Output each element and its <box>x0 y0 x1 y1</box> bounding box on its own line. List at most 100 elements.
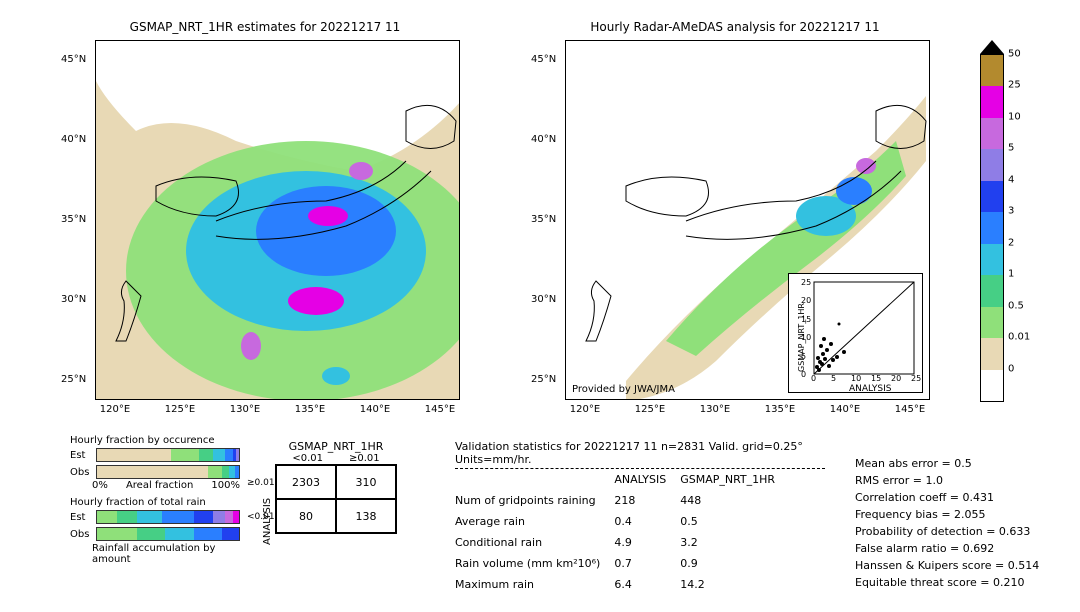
bar-segment <box>137 528 165 540</box>
score-item: Hanssen & Kuipers score = 0.514 <box>855 557 1039 574</box>
val-a: 218 <box>614 490 680 511</box>
val-col-b: GSMAP_NRT_1HR <box>680 469 789 490</box>
areal-label: Areal fraction <box>126 480 193 491</box>
y-tick: 35°N <box>61 214 86 225</box>
bar-segment <box>97 528 137 540</box>
colorbar-arrow <box>980 40 1004 54</box>
bar-segment <box>97 449 171 461</box>
validation-header: Validation statistics for 20221217 11 n=… <box>455 440 825 469</box>
val-col-a: ANALYSIS <box>614 469 680 490</box>
score-item: Equitable threat score = 0.210 <box>855 574 1039 591</box>
occurrence-heading: Hourly fraction by occurence <box>70 435 240 446</box>
bar-segment <box>225 449 234 461</box>
scatter-ytick: 20 <box>801 296 811 305</box>
colorbar-segment <box>981 338 1003 369</box>
obs-label-2: Obs <box>70 529 92 540</box>
colorbar-tick: 0.5 <box>1008 300 1024 311</box>
score-item: Mean abs error = 0.5 <box>855 455 1039 472</box>
est-label-2: Est <box>70 512 92 523</box>
bar-segment <box>162 511 193 523</box>
bar-segment <box>194 528 222 540</box>
y-tick: 45°N <box>61 54 86 65</box>
occurrence-est-bar <box>96 448 240 462</box>
totalrain-est-bar <box>96 510 240 524</box>
colorbar-tick: 2 <box>1008 237 1014 248</box>
cont-col2: ≥0.01 <box>349 453 380 464</box>
validation-table: ANALYSIS GSMAP_NRT_1HR Num of gridpoints… <box>455 469 789 595</box>
colorbar-tick: 0.01 <box>1008 332 1030 343</box>
contingency-cell: 310 <box>336 465 396 499</box>
contingency-cell: 80 <box>276 499 336 533</box>
val-b: 448 <box>680 490 789 511</box>
est-label-1: Est <box>70 450 92 461</box>
x-tick: 145°E <box>895 404 925 415</box>
colorbar-tick: 10 <box>1008 111 1021 122</box>
x-tick: 120°E <box>570 404 600 415</box>
colorbar-segment <box>981 118 1003 149</box>
colorbar-segment <box>981 86 1003 117</box>
scatter-ytick: 15 <box>801 315 811 324</box>
scatter-ytick: 5 <box>801 352 806 361</box>
bar-segment <box>171 449 199 461</box>
colorbar-tick: 4 <box>1008 174 1014 185</box>
bar-segment <box>222 466 229 478</box>
x-tick: 140°E <box>360 404 390 415</box>
colorbar: 502510543210.50.010 <box>980 40 1004 400</box>
colorbar-tick: 1 <box>1008 269 1014 280</box>
val-label: Rain volume (mm km²10⁶) <box>455 553 614 574</box>
score-item: RMS error = 1.0 <box>855 472 1039 489</box>
contingency-table: 230331080138 <box>275 464 397 534</box>
y-tick: 40°N <box>61 134 86 145</box>
scatter-xtick: 5 <box>831 374 836 383</box>
scatter-inset: ANALYSIS GSMAP_NRT_1HR 00551010151520202… <box>788 273 923 393</box>
colorbar-tick: 25 <box>1008 80 1021 91</box>
left-map <box>95 40 460 400</box>
occurrence-obs-bar <box>96 465 240 479</box>
totalrain-heading: Hourly fraction of total rain <box>70 497 240 508</box>
colorbar-tick: 0 <box>1008 363 1014 374</box>
scatter-ytick: 25 <box>801 278 811 287</box>
val-b: 14.2 <box>680 574 789 595</box>
bar-segment <box>208 466 222 478</box>
y-tick: 45°N <box>531 54 556 65</box>
score-item: Probability of detection = 0.633 <box>855 523 1039 540</box>
right-map: Provided by JWA/JMA ANALYSIS GSMAP_NRT_1… <box>565 40 930 400</box>
cont-row2: <0.01 <box>247 512 271 522</box>
score-item: Frequency bias = 2.055 <box>855 506 1039 523</box>
colorbar-segment <box>981 212 1003 243</box>
bar-segment <box>235 466 239 478</box>
x-tick: 125°E <box>635 404 665 415</box>
bar-segment <box>225 511 234 523</box>
provider-label: Provided by JWA/JMA <box>572 384 675 395</box>
contingency-cell: 138 <box>336 499 396 533</box>
right-map-title: Hourly Radar-AMeDAS analysis for 2022121… <box>545 20 925 34</box>
score-item: Correlation coeff = 0.431 <box>855 489 1039 506</box>
x-tick: 125°E <box>165 404 195 415</box>
val-label: Average rain <box>455 511 614 532</box>
scatter-xtick: 25 <box>911 374 921 383</box>
val-label: Maximum rain <box>455 574 614 595</box>
scatter-ytick: 0 <box>801 370 806 379</box>
bar-segment <box>137 511 163 523</box>
y-tick: 30°N <box>61 294 86 305</box>
bar-segment <box>213 511 224 523</box>
colorbar-tick: 50 <box>1008 49 1021 60</box>
colorbar-segment <box>981 55 1003 86</box>
val-b: 3.2 <box>680 532 789 553</box>
val-a: 6.4 <box>614 574 680 595</box>
score-item: False alarm ratio = 0.692 <box>855 540 1039 557</box>
totalrain-obs-bar <box>96 527 240 541</box>
pct100: 100% <box>211 480 240 491</box>
scatter-xtick: 0 <box>811 374 816 383</box>
colorbar-tick: 3 <box>1008 206 1014 217</box>
val-label: Num of gridpoints raining <box>455 490 614 511</box>
x-tick: 120°E <box>100 404 130 415</box>
x-tick: 130°E <box>700 404 730 415</box>
y-tick: 35°N <box>531 214 556 225</box>
colorbar-segment <box>981 370 1003 401</box>
scatter-xtick: 10 <box>851 374 861 383</box>
colorbar-segment <box>981 307 1003 338</box>
bar-segment <box>236 449 239 461</box>
x-tick: 145°E <box>425 404 455 415</box>
x-tick: 135°E <box>295 404 325 415</box>
